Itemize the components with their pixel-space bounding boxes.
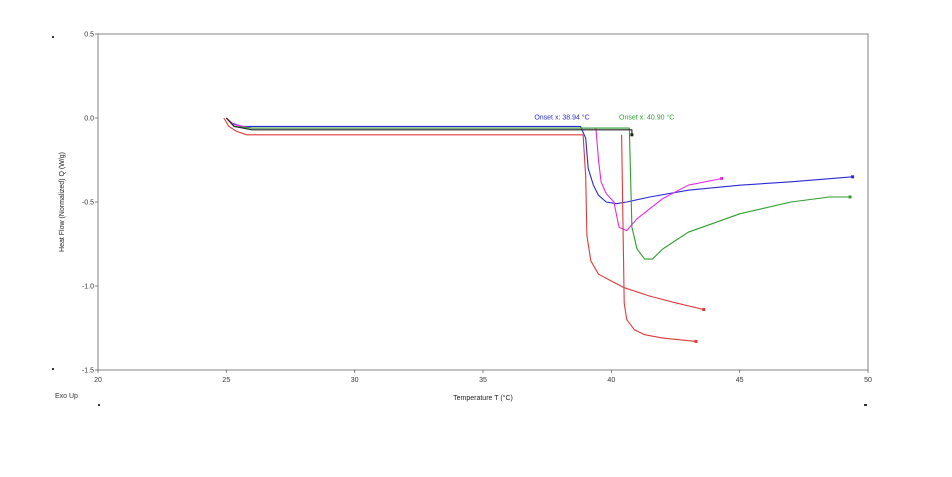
corner-marker-left bbox=[98, 404, 100, 406]
x-tick-label: 35 bbox=[479, 377, 487, 384]
annotations-group: Onset x: 38.94 °C Onset x: 40.90 °C bbox=[534, 114, 674, 122]
series-end-marker bbox=[720, 176, 724, 180]
corner-marker-right bbox=[864, 404, 867, 406]
x-tick-label: 25 bbox=[222, 377, 230, 384]
x-tick-label: 30 bbox=[351, 377, 359, 384]
y-tick-label: -1.0 bbox=[82, 284, 94, 291]
series-end-marker bbox=[851, 175, 855, 179]
x-tick-label: 20 bbox=[94, 377, 102, 384]
y-tick-label: 0.5 bbox=[84, 32, 94, 39]
axis-ticks: 20 25 30 35 40 45 50 0.5 0.0 -0.5 -1.0 -1.5 bbox=[82, 32, 872, 385]
x-axis-label: Temperature T (°C) bbox=[453, 394, 513, 402]
series-end-marker bbox=[694, 339, 698, 343]
series-line-6 bbox=[621, 134, 697, 342]
exo-up-label: Exo Up bbox=[55, 393, 78, 400]
y-tick-label: 0.0 bbox=[84, 116, 94, 123]
onset-annotation: Onset x: 40.90 °C bbox=[619, 114, 674, 122]
series-line-4 bbox=[225, 117, 633, 135]
onset-annotation: Onset x: 38.94 °C bbox=[534, 114, 589, 122]
series-line-3 bbox=[225, 117, 850, 260]
series-end-marker bbox=[702, 308, 706, 312]
corner-marker-bottom-left bbox=[52, 368, 54, 370]
series-end-marker bbox=[848, 195, 852, 199]
y-tick-label: -1.5 bbox=[82, 368, 94, 375]
plot-area bbox=[97, 33, 869, 371]
x-tick-label: 50 bbox=[864, 377, 872, 384]
y-tick-label: -0.5 bbox=[82, 200, 94, 207]
series-end-marker bbox=[630, 133, 634, 137]
corner-marker-top-left bbox=[52, 36, 54, 38]
x-tick-label: 45 bbox=[736, 377, 744, 384]
y-axis-label: Heat Flow (Normalized) Q (W/g) bbox=[59, 152, 66, 252]
series-group bbox=[223, 117, 855, 343]
x-tick-label: 40 bbox=[607, 377, 615, 384]
